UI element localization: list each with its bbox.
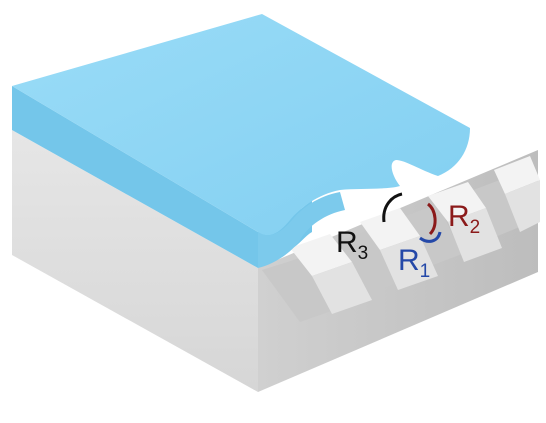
r2-label: R2 — [448, 200, 480, 238]
substrate-grooves — [262, 156, 540, 322]
r2-arc — [426, 202, 437, 236]
r1-arc — [419, 231, 442, 243]
r1-label: R1 — [398, 244, 430, 282]
r3-label: R3 — [336, 226, 368, 264]
r3-arc — [382, 192, 403, 223]
liquid-layer-side — [12, 86, 312, 268]
liquid-layer-top — [12, 14, 470, 236]
liquid-meniscus-front — [258, 192, 345, 268]
substrate-left-face — [12, 130, 258, 392]
